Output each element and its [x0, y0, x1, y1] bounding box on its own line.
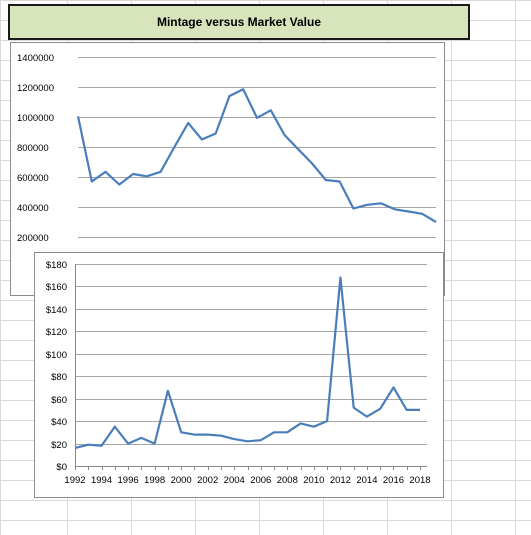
series-line	[76, 88, 437, 223]
x-tick-label: 1998	[144, 475, 165, 486]
x-tick-label: 2010	[303, 475, 324, 486]
y-tick-label: 600000	[17, 173, 49, 184]
x-tick-label: 2018	[409, 475, 430, 486]
y-tick-label: $180	[46, 260, 67, 271]
x-tick-label: 2016	[383, 475, 404, 486]
y-tick-label: $60	[51, 395, 67, 406]
x-tick-label: 2014	[356, 475, 377, 486]
market-value-chart[interactable]: $0 $20 $40 $60 $80 $100 $120 $140 $160 $180 1992 19…	[34, 252, 444, 498]
x-tick-label: 2004	[224, 475, 245, 486]
y-tick-label: $0	[56, 462, 67, 473]
x-tick-label: 2012	[330, 475, 351, 486]
y-tick-label: 1000000	[17, 113, 54, 124]
x-tick-label: 1994	[91, 475, 112, 486]
y-tick-label: 200000	[17, 233, 49, 244]
x-tick-label: 1996	[118, 475, 139, 486]
series-line	[74, 276, 420, 450]
y-tick-label: $160	[46, 282, 67, 293]
x-tick-label: 2006	[250, 475, 271, 486]
y-tick-label: $80	[51, 372, 67, 383]
chart-title-box[interactable]: Mintage versus Market Value	[8, 4, 470, 40]
y-tick-label: $140	[46, 305, 67, 316]
y-tick-label: 1400000	[17, 53, 54, 64]
x-tick-label: 1992	[64, 475, 85, 486]
y-tick-label: $40	[51, 417, 67, 428]
y-tick-label: $100	[46, 350, 67, 361]
y-tick-label: $20	[51, 440, 67, 451]
x-tick-label: 2002	[197, 475, 218, 486]
x-tick-label: 2000	[171, 475, 192, 486]
chart-title: Mintage versus Market Value	[156, 15, 322, 29]
x-tick-label: 2008	[277, 475, 298, 486]
y-tick-label: $120	[46, 327, 67, 338]
mintage-chart-plot: 200000 400000 600000 800000 1000000 1200000 14…	[17, 53, 437, 244]
market-value-chart-plot: $0 $20 $40 $60 $80 $100 $120 $140 $160 $180 1992 19…	[46, 260, 431, 486]
y-tick-label: 1200000	[17, 83, 54, 94]
y-tick-label: 800000	[17, 143, 49, 154]
y-tick-label: 400000	[17, 203, 49, 214]
